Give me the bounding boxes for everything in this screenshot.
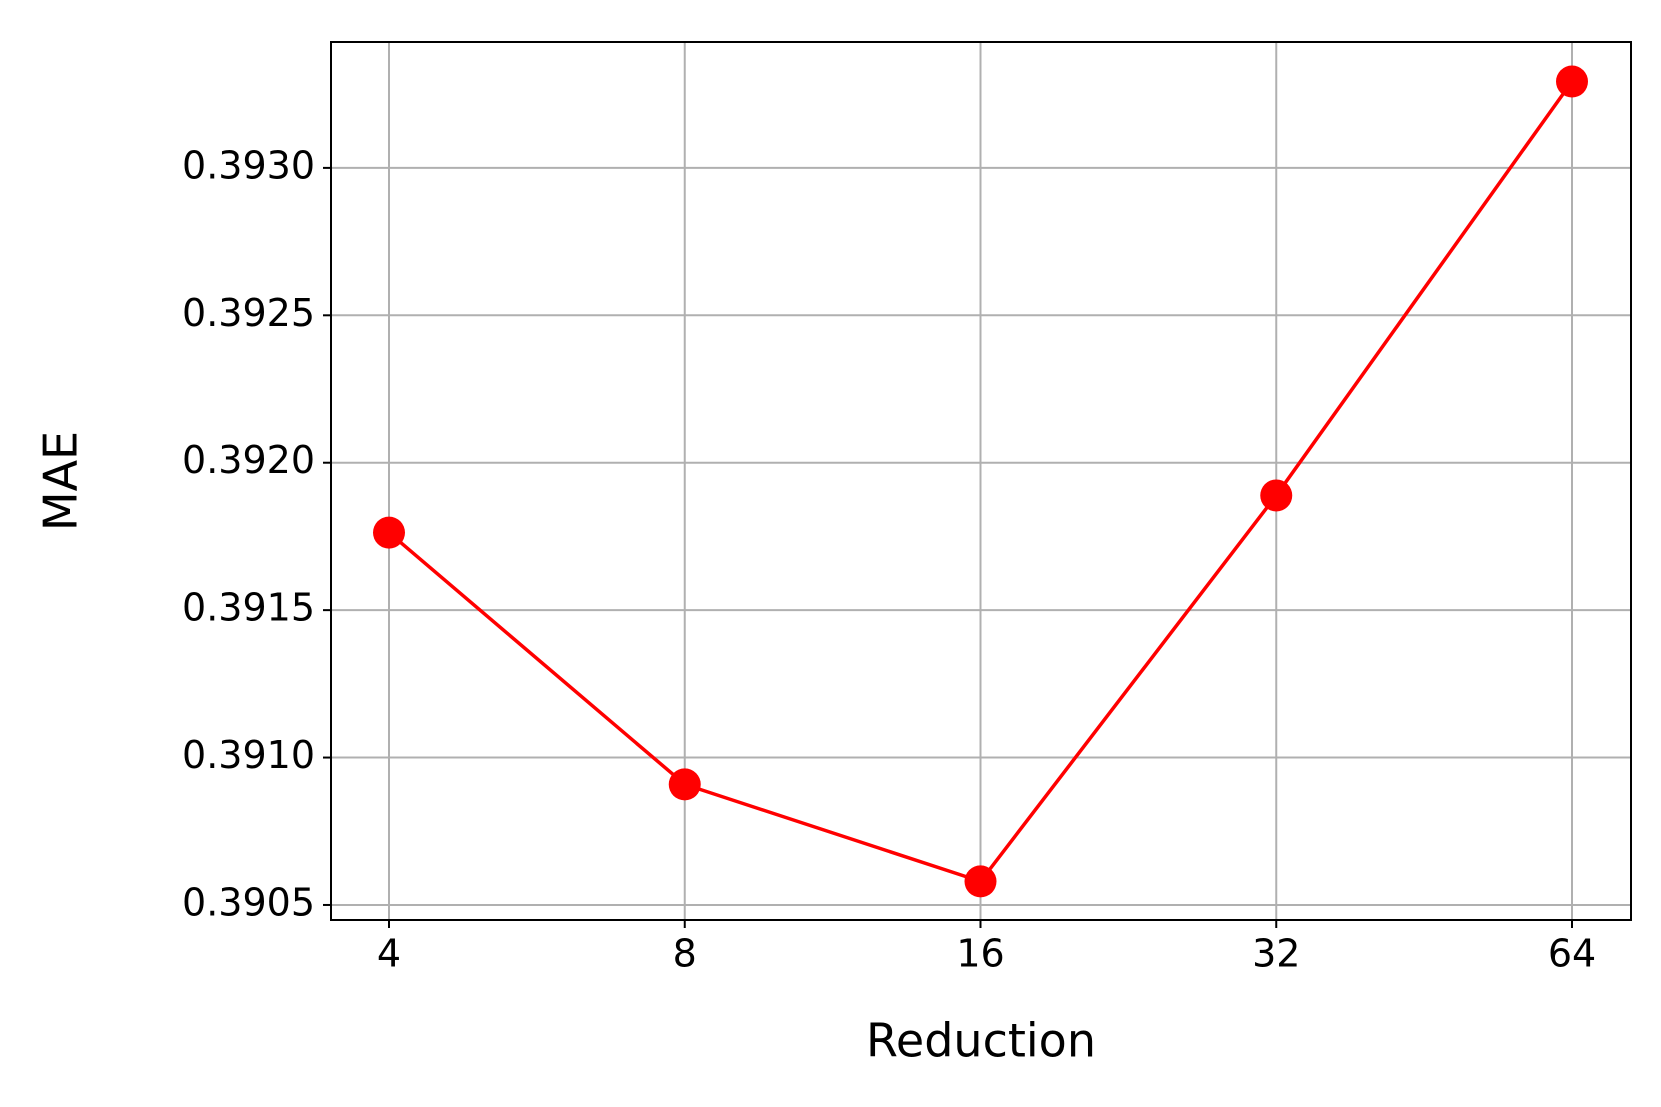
y-tick-label: 0.3910 xyxy=(182,733,315,777)
point xyxy=(668,768,701,801)
plot-frame xyxy=(330,41,1632,921)
x-tick-label: 32 xyxy=(1252,932,1300,976)
x-tick-label: 16 xyxy=(956,932,1004,976)
y-tick-label: 0.3915 xyxy=(182,586,315,630)
y-tick-label: 0.3930 xyxy=(182,143,315,187)
point xyxy=(1260,479,1293,512)
x-tick-label: 64 xyxy=(1548,932,1596,976)
y-tick-label: 0.3925 xyxy=(182,291,315,335)
x-axis-label: Reduction xyxy=(866,1014,1096,1068)
y-tick-label: 0.3905 xyxy=(182,880,315,924)
x-tick-label: 8 xyxy=(673,932,697,976)
y-axis-label: MAE xyxy=(34,431,88,531)
y-tick-label: 0.3920 xyxy=(182,438,315,482)
point xyxy=(964,865,997,898)
point xyxy=(373,516,405,549)
point xyxy=(1556,65,1588,98)
x-tick-label: 4 xyxy=(377,932,401,976)
